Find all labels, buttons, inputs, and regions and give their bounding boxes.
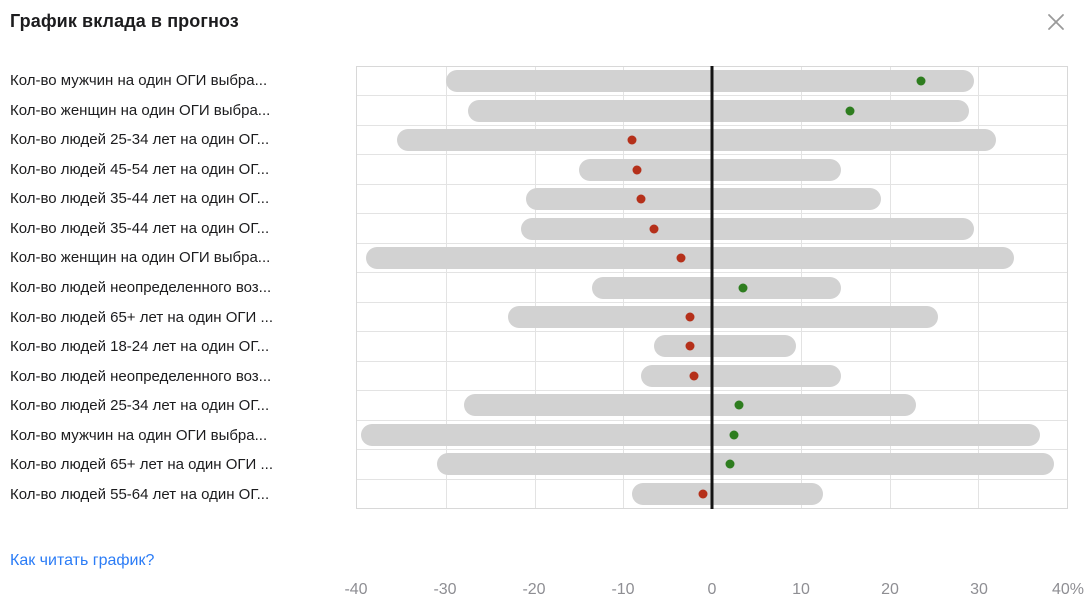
range-bar <box>396 129 996 152</box>
row-label: Кол-во людей 35-44 лет на один ОГ... <box>10 190 270 208</box>
row-label: Кол-во людей 65+ лет на один ОГИ ... <box>10 308 273 326</box>
x-tick-label: -40 <box>344 581 368 598</box>
x-tick-label: 10 <box>792 581 810 598</box>
x-tick-label: -10 <box>611 581 635 598</box>
zero-axis-line <box>710 66 714 509</box>
page-title: График вклада в прогноз <box>10 11 239 31</box>
close-button[interactable] <box>1040 6 1072 38</box>
range-bar <box>521 217 974 240</box>
value-dot <box>738 283 748 293</box>
row-label: Кол-во людей 35-44 лет на один ОГ... <box>10 219 270 237</box>
row-labels-column: Кол-во мужчин на один ОГИ выбра... Кол-во… <box>10 66 352 509</box>
range-bar <box>436 453 1054 476</box>
range-bar <box>463 394 917 417</box>
gridline <box>445 67 447 508</box>
row-label: Кол-во людей неопределенного воз... <box>10 367 272 385</box>
x-tick-label: -20 <box>522 581 546 598</box>
x-tick-label: -30 <box>433 581 457 598</box>
value-dot <box>685 341 695 351</box>
row-label: Кол-во людей 25-34 лет на один ОГ... <box>10 397 270 415</box>
row-label: Кол-во людей 25-34 лет на один ОГ... <box>10 131 270 149</box>
value-dot <box>632 165 642 175</box>
value-dot <box>729 430 739 440</box>
chart-row <box>357 480 1067 508</box>
range-bar <box>507 305 939 328</box>
row-label: Кол-во женщин на один ОГИ выбра... <box>10 249 271 267</box>
range-bar <box>467 99 970 122</box>
row-label: Кол-во женщин на один ОГИ выбра... <box>10 101 271 119</box>
value-dot <box>636 194 646 204</box>
x-tick-label: 40% <box>1051 581 1084 598</box>
row-label: Кол-во мужчин на один ОГИ выбра... <box>10 426 268 444</box>
x-tick-label: 20 <box>881 581 899 598</box>
value-dot <box>845 106 855 116</box>
range-bar <box>365 247 1014 270</box>
row-label: Кол-во людей 55-64 лет на один ОГ... <box>10 485 270 503</box>
value-dot <box>725 459 735 469</box>
gridline <box>978 67 980 508</box>
plot-area <box>356 66 1068 509</box>
value-dot <box>676 253 686 263</box>
range-bar <box>525 188 881 211</box>
range-bar <box>641 364 841 387</box>
gridline <box>889 67 891 508</box>
close-icon <box>1048 14 1064 30</box>
row-label: Кол-во людей неопределенного воз... <box>10 278 272 296</box>
range-bar <box>592 276 841 299</box>
value-dot <box>698 489 708 499</box>
x-tick-label: 0 <box>707 581 717 598</box>
range-bar <box>654 335 797 358</box>
value-dot <box>649 224 659 234</box>
how-to-read-link[interactable]: Как читать график? <box>10 552 155 569</box>
value-dot <box>685 312 695 322</box>
range-bar <box>361 423 1041 446</box>
range-bar <box>445 70 974 93</box>
x-axis: -40 -30 -20 -10 0 10 20 30 40% <box>344 581 1084 605</box>
row-label: Кол-во людей 65+ лет на один ОГИ ... <box>10 456 273 474</box>
row-label: Кол-во людей 18-24 лет на один ОГ... <box>10 338 270 356</box>
contribution-chart: Кол-во мужчин на один ОГИ выбра... Кол-во… <box>0 66 1084 598</box>
row-label: Кол-во людей 45-54 лет на один ОГ... <box>10 160 270 178</box>
range-bar <box>632 482 823 505</box>
value-dot <box>734 400 744 410</box>
gridline <box>534 67 536 508</box>
value-dot <box>916 76 926 86</box>
row-label: Кол-во мужчин на один ОГИ выбра... <box>10 72 268 90</box>
x-tick-label: 30 <box>970 581 988 598</box>
contribution-chart-modal: График вклада в прогноз Кол-во мужчин на… <box>0 6 1084 598</box>
range-bar <box>578 158 841 181</box>
value-dot <box>689 371 699 381</box>
value-dot <box>627 135 637 145</box>
